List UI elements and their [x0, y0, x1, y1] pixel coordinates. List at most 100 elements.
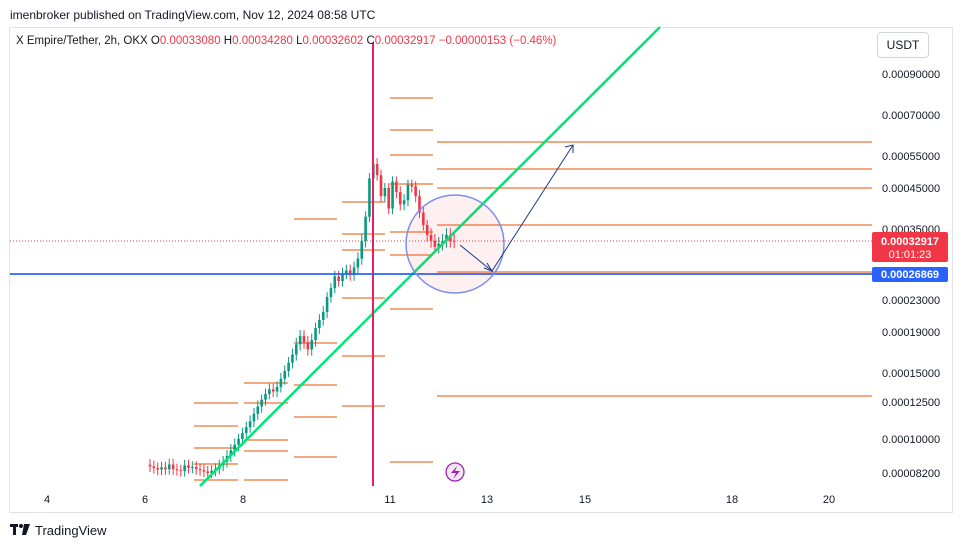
time-tick-label: 15: [579, 494, 591, 506]
candle-body: [152, 466, 156, 469]
candle-body: [291, 354, 294, 363]
symbol-name[interactable]: X Empire/Tether, 2h, OKX: [16, 35, 148, 47]
candle-body: [179, 470, 183, 472]
candle-body: [345, 270, 348, 274]
hline-price-value: 0.00026869: [881, 269, 939, 281]
candle-body: [310, 340, 313, 350]
candle-body: [198, 469, 202, 471]
candle-body: [433, 240, 437, 247]
price-tick-label: 0.00045000: [882, 183, 940, 195]
low-value: 0.00032602: [302, 35, 364, 47]
candle-body: [402, 200, 406, 205]
candle-body: [268, 389, 271, 394]
candle-body: [414, 186, 417, 197]
candle-body: [264, 393, 267, 400]
highlight-circle: [405, 194, 505, 294]
high-label: H: [223, 35, 233, 47]
arrow-head-down: [483, 262, 494, 272]
open-value: 0.00033080: [159, 35, 221, 47]
hline-price-badge: [872, 267, 948, 282]
chart-frame: [9, 27, 953, 513]
candle-body: [341, 273, 344, 282]
price-tick-label: 0.00023000: [882, 295, 940, 307]
candle-body: [275, 386, 279, 392]
candle-body: [314, 328, 317, 341]
candle-body: [368, 178, 371, 217]
candle-body: [418, 196, 421, 213]
time-tick-label: 6: [142, 494, 148, 506]
close-label: C: [366, 35, 375, 47]
candle-body: [237, 439, 240, 445]
candle-body: [337, 276, 340, 282]
candles-group: [148, 158, 456, 479]
candle-body: [187, 465, 190, 468]
candle-body: [164, 467, 167, 470]
last-price-badge: [872, 232, 948, 262]
candle-body: [379, 175, 383, 197]
candle-body: [287, 362, 290, 371]
candle-body: [175, 469, 179, 471]
trendline: [199, 26, 661, 487]
price-tick-label: 0.00015000: [882, 368, 940, 380]
candle-body: [248, 421, 252, 428]
price-tick-label: 0.00019000: [882, 327, 940, 339]
candle-body: [425, 224, 429, 235]
candle-body: [352, 267, 356, 276]
brand-name[interactable]: TradingView: [35, 523, 107, 538]
candle-body: [325, 297, 329, 312]
price-tick-label: 0.00070000: [882, 110, 940, 122]
tradingview-logo-icon: [10, 523, 30, 538]
candle-body: [279, 378, 283, 387]
candle-body: [206, 471, 210, 473]
candle-body: [183, 465, 186, 472]
candle-body: [171, 464, 175, 470]
candle-body: [321, 312, 325, 320]
candle-body: [445, 234, 448, 241]
candle-body: [229, 450, 233, 456]
candle-body: [283, 370, 287, 379]
candle-body: [194, 466, 198, 470]
candle-body: [452, 240, 456, 242]
candle-body: [437, 243, 441, 247]
time-tick-label: 20: [823, 494, 835, 506]
time-tick-label: 8: [240, 494, 246, 506]
candle-body: [395, 181, 398, 193]
low-label: L: [296, 35, 303, 47]
last-price-countdown: 01:01:23: [889, 249, 932, 261]
candle-body: [356, 258, 360, 268]
candle-body: [329, 288, 333, 298]
time-tick-label: 18: [726, 494, 738, 506]
candle-body: [391, 181, 394, 209]
time-tick-label: 13: [481, 494, 493, 506]
time-tick-label: 11: [384, 494, 395, 506]
candle-body: [156, 468, 159, 470]
candle-body: [348, 270, 352, 276]
candle-body: [160, 467, 163, 470]
symbol-legend: X Empire/Tether, 2h, OKX O0.00033080 H0.…: [16, 35, 556, 47]
lightning-icon-bolt: [451, 466, 460, 479]
candle-body: [398, 192, 402, 205]
candle-body: [429, 234, 433, 241]
candle-body: [375, 164, 379, 176]
currency-button[interactable]: USDT: [877, 32, 929, 58]
candle-body: [244, 427, 248, 434]
footer-brand: TradingView: [10, 523, 107, 538]
candle-body: [360, 240, 364, 259]
candle-body: [422, 212, 425, 225]
price-tick-label: 0.00010000: [882, 434, 940, 446]
price-tick-label: 0.00012500: [882, 397, 940, 409]
candle-body: [202, 470, 206, 472]
candle-body: [241, 433, 244, 439]
candle-body: [410, 184, 414, 187]
candle-body: [191, 466, 194, 468]
candle-body: [364, 216, 367, 241]
time-tick-label: 4: [44, 494, 50, 506]
last-price-value: 0.00032917: [881, 236, 939, 248]
high-value: 0.00034280: [232, 35, 293, 47]
price-tick-label: 0.00055000: [882, 151, 940, 163]
candle-body: [306, 342, 310, 350]
candle-body: [233, 444, 236, 451]
candle-body: [333, 276, 337, 289]
candle-body: [271, 389, 275, 392]
